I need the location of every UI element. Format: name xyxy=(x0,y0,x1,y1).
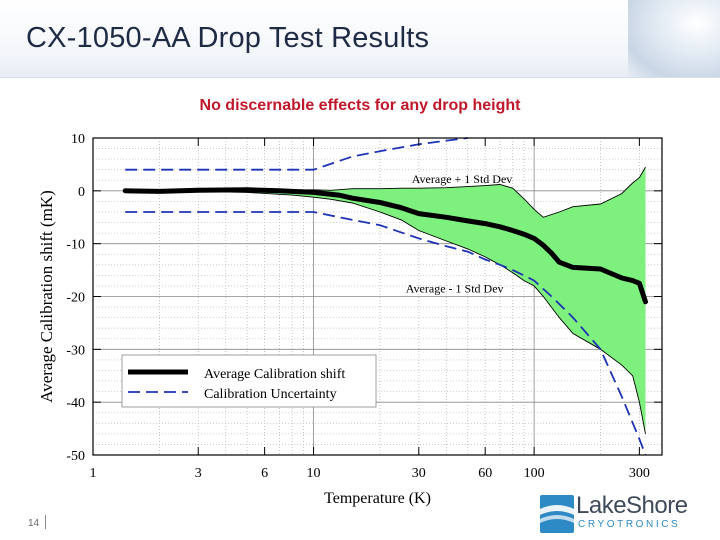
legend-label-average: Average Calibration shift xyxy=(204,367,345,382)
series-uncertainty-line-1 xyxy=(125,137,468,171)
slide-title: CX-1050-AA Drop Test Results xyxy=(26,22,430,54)
x-tick-label: 100 xyxy=(524,466,545,481)
lakeshore-logo: LakeShore CRYOTRONICS xyxy=(540,492,710,534)
slide-subtitle: No discernable effects for any drop heig… xyxy=(199,97,521,114)
x-tick-label: 10 xyxy=(307,466,321,481)
y-tick-label: 0 xyxy=(78,185,85,200)
legend-label-uncertainty: Calibration Uncertainty xyxy=(204,387,337,402)
logo-tagline: CRYOTRONICS xyxy=(578,519,681,530)
page-number: 14 xyxy=(28,518,40,529)
title-bar: CX-1050-AA Drop Test Results xyxy=(0,0,720,78)
y-axis-label: Average Calibration shift (mK) xyxy=(37,190,56,403)
logo-wordmark: LakeShore xyxy=(576,492,688,519)
corner-decoration xyxy=(628,0,720,78)
series-average-line xyxy=(122,187,648,305)
y-tick-label: -40 xyxy=(66,396,85,411)
x-tick-label: 3 xyxy=(195,466,202,481)
annotation-lower: Average - 1 Std Dev xyxy=(406,281,504,295)
x-axis-label: Temperature (K) xyxy=(324,490,431,507)
page-number-divider xyxy=(45,515,46,529)
y-tick-label: -10 xyxy=(66,238,85,253)
legend-box xyxy=(121,354,377,408)
series-uncertainty-line-2 xyxy=(125,211,647,456)
x-tick-label: 1 xyxy=(90,466,97,481)
logo-mark-icon xyxy=(540,495,574,533)
y-tick-label: -30 xyxy=(66,343,85,358)
x-tick-label: 60 xyxy=(478,466,492,481)
y-tick-label: 10 xyxy=(71,132,85,147)
y-tick-label: -50 xyxy=(66,449,85,464)
x-tick-label: 6 xyxy=(261,466,268,481)
band-lower-edge xyxy=(125,190,646,434)
annotation-upper: Average + 1 Std Dev xyxy=(412,172,513,186)
y-tick-label: -20 xyxy=(66,291,85,306)
x-tick-label: 30 xyxy=(412,466,426,481)
x-tick-label: 300 xyxy=(629,466,650,481)
